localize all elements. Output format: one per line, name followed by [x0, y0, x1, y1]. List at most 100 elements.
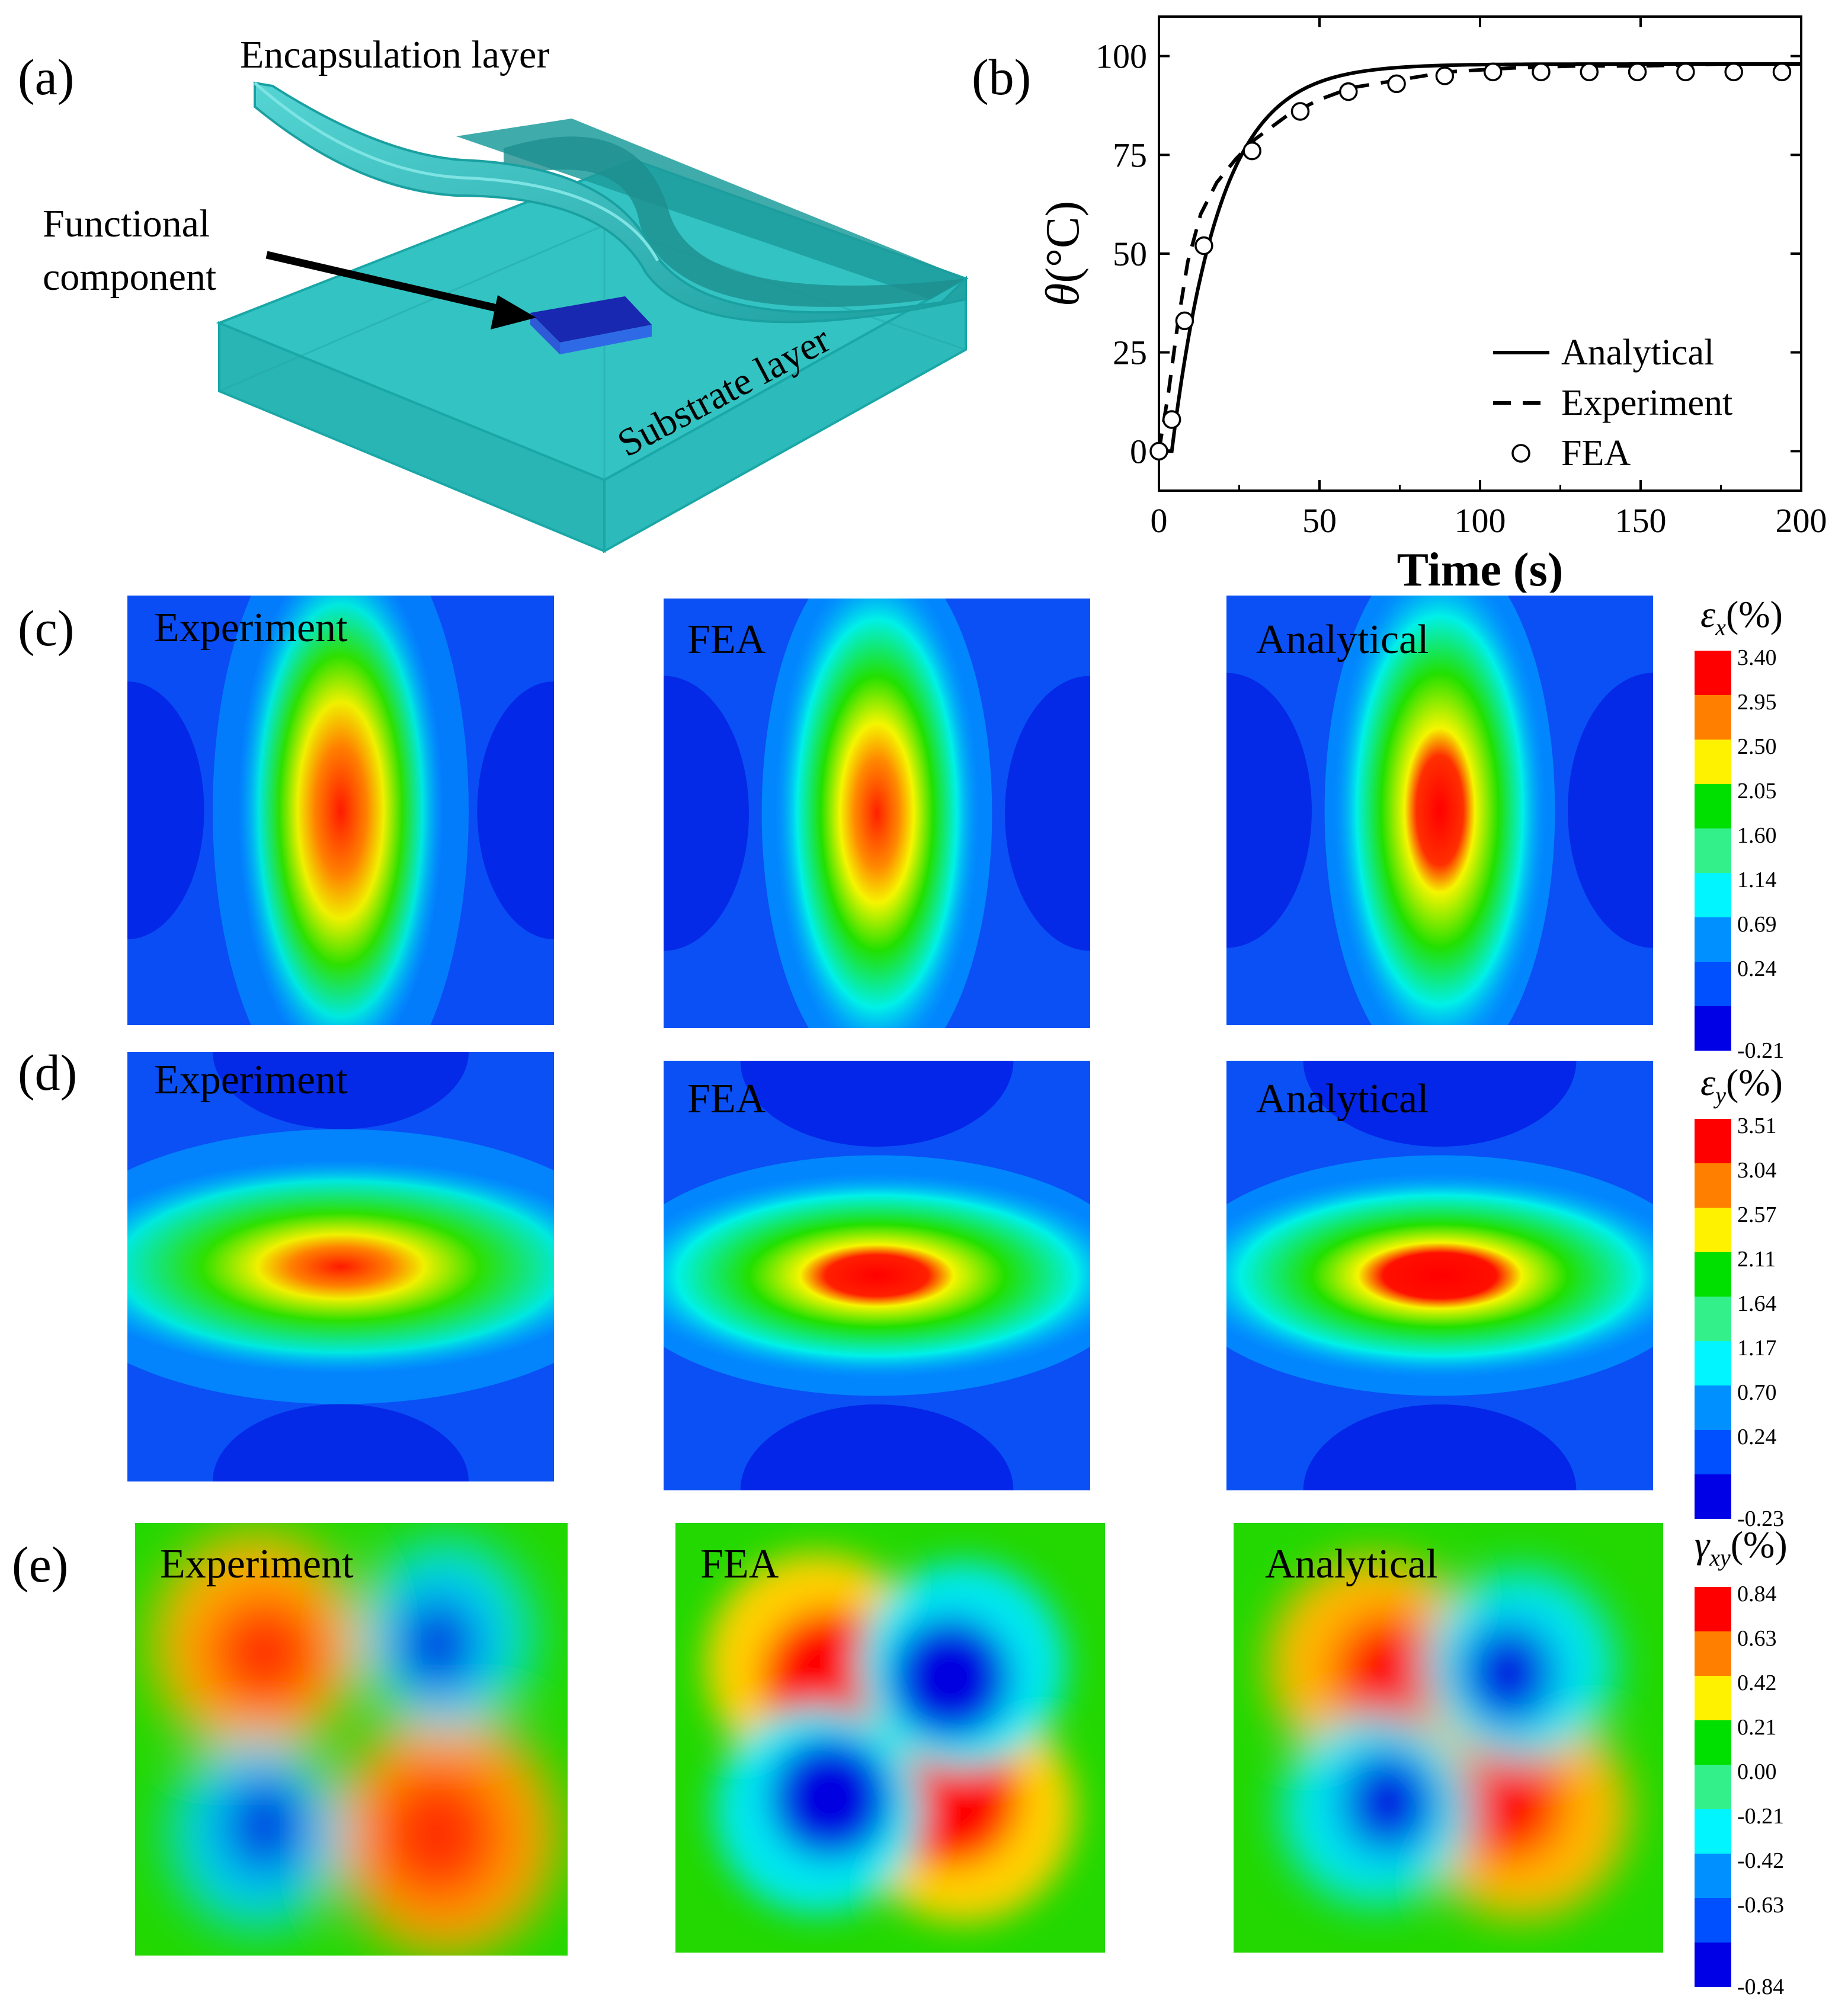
colorbar-e: γxy(%) 0.84 0.63 0.42 0.21 0.00 -0.21 -0.42 -0.…	[1695, 1523, 1848, 1999]
colorbar-e-title: γxy(%)	[1695, 1524, 1788, 1571]
series-fea-point	[1580, 62, 1599, 82]
panel-c-label: (c)	[18, 600, 75, 657]
x-tick-label: 50	[1302, 501, 1337, 540]
colorbar-c-tick: 1.60	[1737, 823, 1777, 848]
map-e-analytical	[1234, 1523, 1663, 1953]
y-axis-label: θ(°C)	[1037, 201, 1089, 306]
colorbar-d-block	[1695, 1341, 1731, 1385]
x-tick-label: 200	[1776, 501, 1827, 540]
colorbar-d-block	[1695, 1474, 1731, 1519]
colorbar-c-tick: 0.24	[1737, 956, 1777, 981]
functional-label-line2: component	[43, 255, 217, 299]
colorbar-d: εy(%) 3.51 3.04 2.57 2.11 1.64 1.17 0.70 0.24 -0…	[1695, 1061, 1848, 1531]
colorbar-e-tick: 0.00	[1737, 1759, 1777, 1784]
colorbar-d-title: εy(%)	[1700, 1061, 1783, 1109]
panel-b-label: (b)	[972, 49, 1032, 105]
colorbar-e-tick: -0.21	[1737, 1804, 1785, 1829]
y-tick-label: 75	[1113, 136, 1147, 174]
colorbar-e-tick: 0.42	[1737, 1671, 1777, 1695]
functional-component-top	[530, 296, 652, 343]
series-fea-point	[1162, 410, 1181, 429]
series-fea-point	[1175, 311, 1194, 331]
x-tick-label: 150	[1615, 501, 1667, 540]
series-fea-point	[1242, 141, 1261, 161]
series-fea-point	[1483, 62, 1503, 82]
colorbar-d-block	[1695, 1430, 1731, 1474]
map-e-experiment	[135, 1523, 568, 1956]
legend-label-analytical: Analytical	[1561, 332, 1714, 373]
colorbar-c-tick: 1.14	[1737, 868, 1777, 892]
map-c-title-fea: FEA	[687, 617, 766, 663]
legend-label-fea: FEA	[1561, 433, 1631, 473]
map-d-title-experiment: Experiment	[154, 1057, 348, 1103]
colorbar-c-tick: 2.50	[1737, 734, 1777, 759]
map-c-experiment	[127, 596, 554, 1025]
y-tick-label: 50	[1113, 235, 1147, 273]
series-fea-point	[1772, 62, 1792, 82]
series-fea-point	[1194, 236, 1213, 255]
colorbar-d-block	[1695, 1163, 1731, 1208]
arrow-head	[491, 295, 536, 329]
colorbar-d-block	[1695, 1385, 1731, 1430]
panel-a-illustration	[216, 81, 969, 553]
x-tick-label: 0	[1151, 501, 1168, 540]
map-d-analytical	[1226, 1061, 1653, 1490]
colorbar-e-block	[1695, 1676, 1731, 1720]
panel-d-label: (d)	[18, 1044, 78, 1101]
x-tick-label: 100	[1455, 501, 1506, 540]
functional-component-side	[530, 313, 560, 354]
colorbar-d-tick: 3.51	[1737, 1113, 1777, 1138]
colorbar-d-tick: 3.04	[1737, 1158, 1777, 1183]
panel-e-label: (e)	[12, 1536, 69, 1593]
map-d-fea	[664, 1061, 1090, 1490]
map-e-title-experiment: Experiment	[160, 1541, 354, 1587]
colorbar-e-tick: 0.84	[1737, 1582, 1777, 1607]
colorbar-e-block	[1695, 1809, 1731, 1854]
map-e-fea	[675, 1523, 1105, 1953]
colorbar-d-block	[1695, 1252, 1731, 1297]
colorbar-c-block	[1695, 828, 1731, 873]
colorbar-e-tick: -0.63	[1737, 1893, 1785, 1918]
series-fea-point	[1387, 74, 1406, 94]
colorbar-d-tick: -0.23	[1737, 1506, 1785, 1531]
y-tick-label: 0	[1130, 432, 1147, 471]
y-tick-label: 100	[1096, 37, 1147, 76]
colorbar-d-tick: 2.11	[1737, 1247, 1776, 1272]
encapsulation-flap	[254, 81, 967, 324]
colorbar-e-block	[1695, 1587, 1731, 1631]
colorbar-c-block	[1695, 962, 1731, 1006]
x-axis-label: Time (s)	[1397, 544, 1564, 593]
colorbar-c-tick: 2.95	[1737, 690, 1777, 715]
colorbar-c-block	[1695, 784, 1731, 828]
map-e-title-fea: FEA	[700, 1541, 779, 1587]
series-fea-point	[1532, 62, 1551, 82]
colorbar-c-tick: 2.05	[1737, 779, 1777, 804]
panel-b-chart: 0 50 100 150 200 0 25 50 75 100 Time (s) θ(°C) Analy…	[1037, 15, 1827, 593]
map-c-fea	[664, 599, 1090, 1028]
colorbar-c-block	[1695, 651, 1731, 695]
encapsulation-inner-curve	[504, 136, 966, 307]
colorbar-c-tick: 0.69	[1737, 912, 1777, 937]
colorbar-d-tick: 0.24	[1737, 1425, 1777, 1449]
map-d-experiment	[127, 1052, 554, 1481]
functional-label-line1: Functional	[43, 202, 210, 245]
colorbar-d-tick: 1.17	[1737, 1336, 1777, 1361]
colorbar-c-block	[1695, 695, 1731, 740]
series-fea-point	[1724, 62, 1743, 82]
colorbar-d-block	[1695, 1297, 1731, 1341]
series-fea-point	[1628, 62, 1647, 82]
colorbar-e-tick: -0.42	[1737, 1848, 1785, 1873]
series-fea-point	[1435, 66, 1455, 85]
map-c-title-experiment: Experiment	[154, 605, 348, 651]
colorbar-d-tick: 1.64	[1737, 1291, 1777, 1316]
series-fea-point	[1676, 62, 1695, 82]
colorbar-d-block	[1695, 1119, 1731, 1163]
map-c-title-analytical: Analytical	[1256, 617, 1429, 663]
colorbar-e-tick: -0.84	[1737, 1975, 1785, 1999]
colorbar-d-block	[1695, 1208, 1731, 1252]
legend-label-experiment: Experiment	[1561, 383, 1732, 423]
map-d-title-fea: FEA	[687, 1076, 766, 1122]
encapsulation-label: Encapsulation layer	[240, 33, 550, 76]
map-c-analytical	[1226, 596, 1653, 1025]
colorbar-e-block	[1695, 1898, 1731, 1943]
